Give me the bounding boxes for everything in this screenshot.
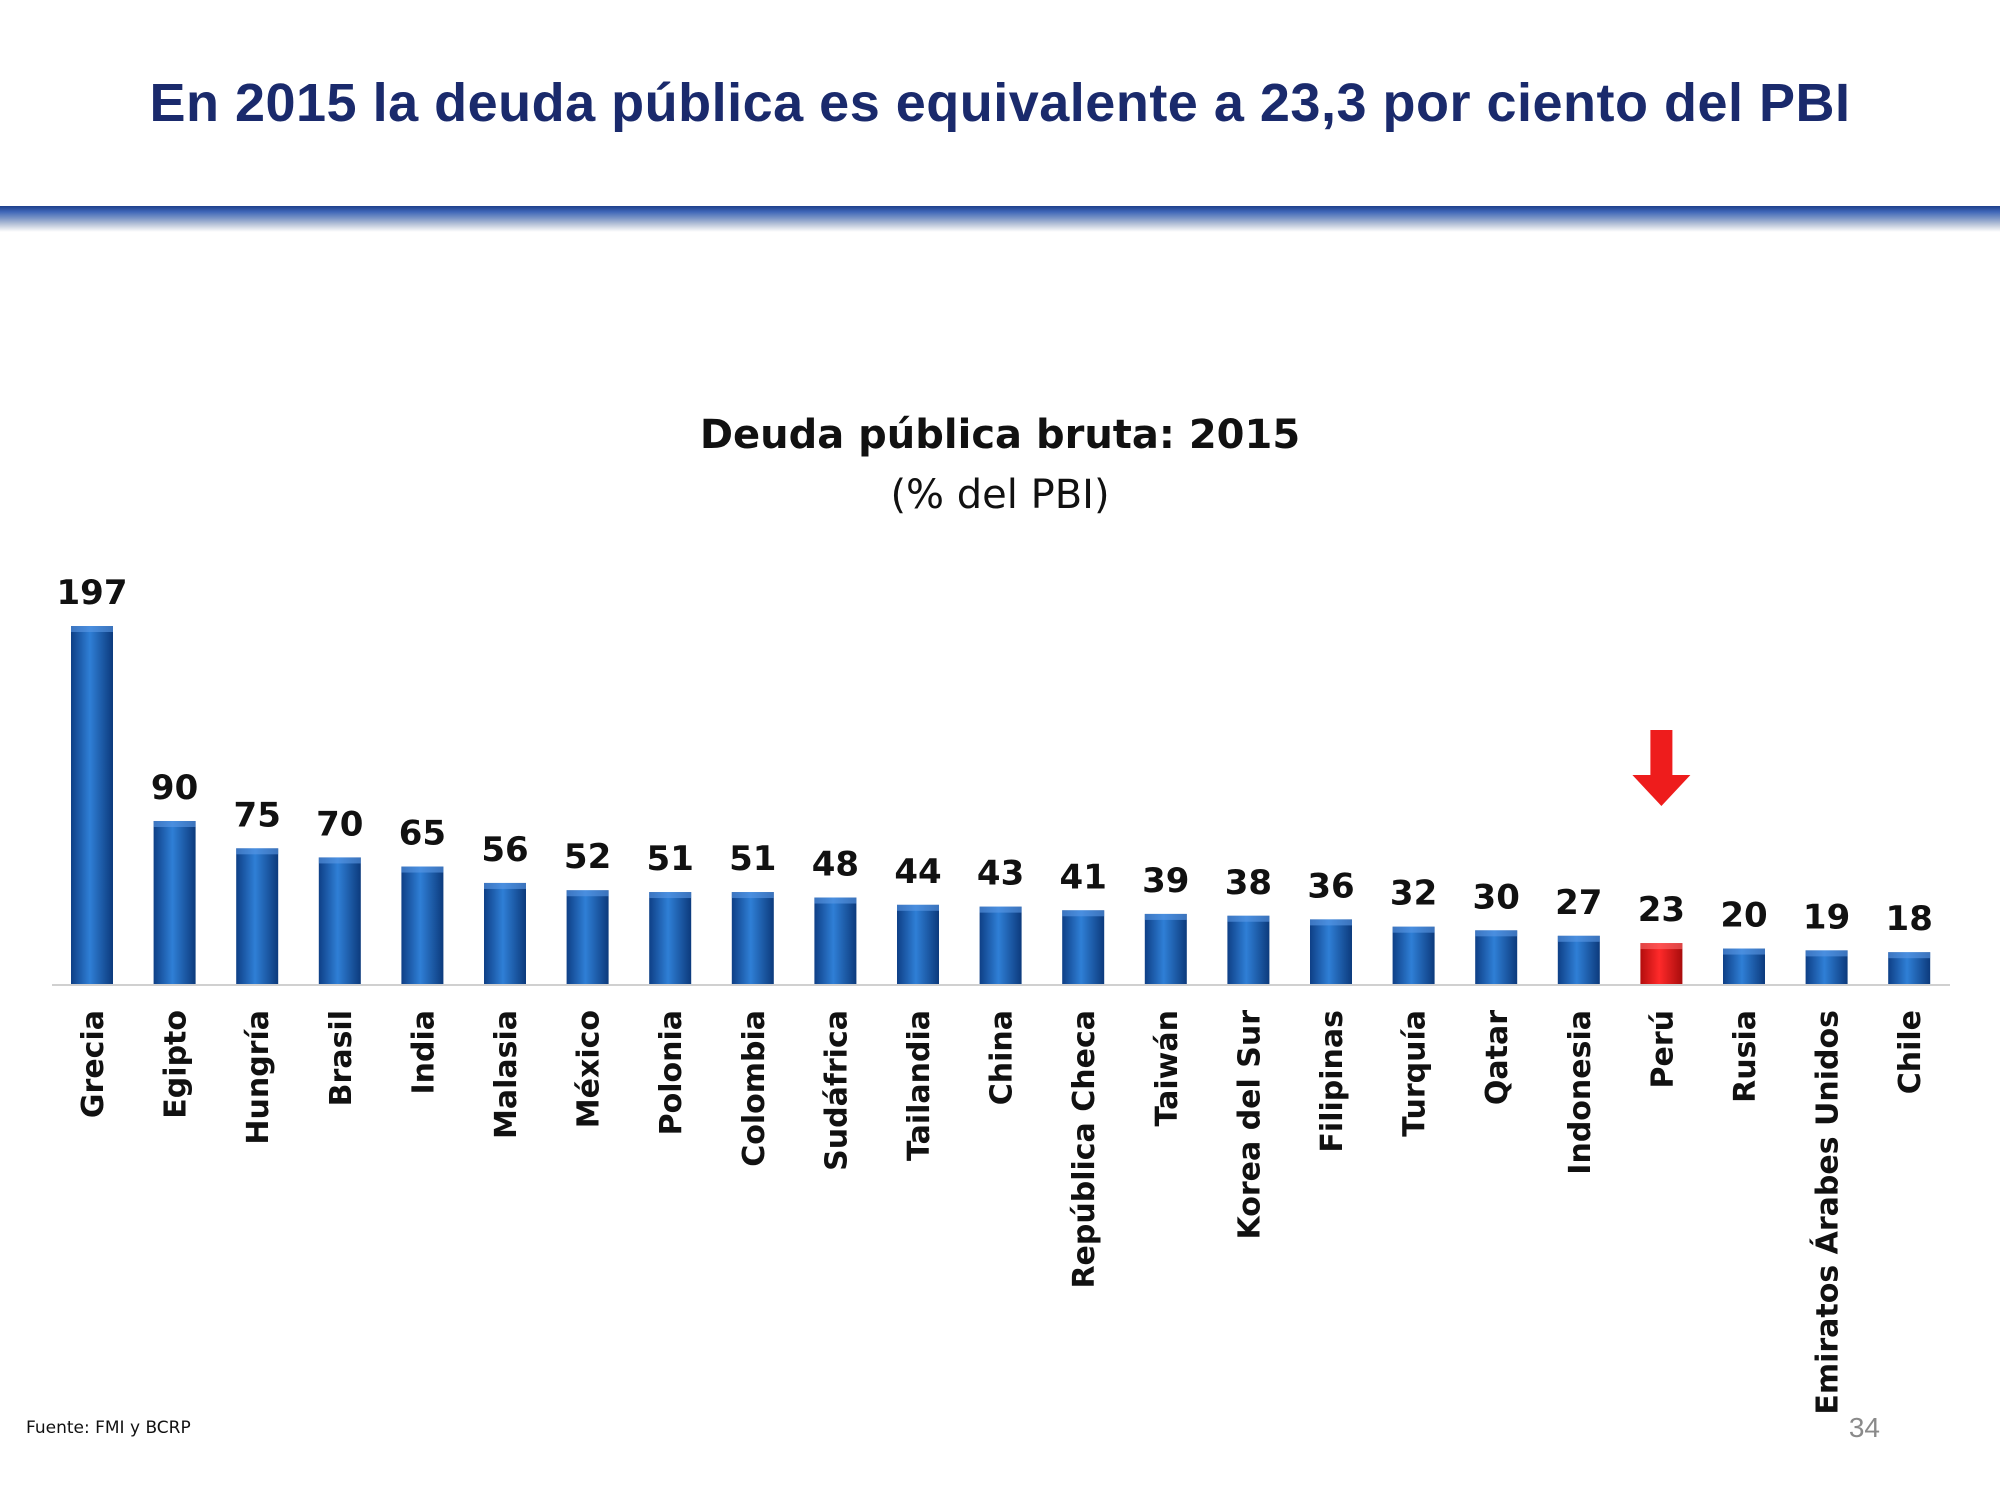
bar-cap-qatar: [1475, 930, 1518, 937]
bar-cap-taiwan: [1144, 913, 1187, 920]
bar-cap-tailandia: [897, 904, 939, 911]
data-label-colombia: 51: [729, 839, 776, 879]
bar-filipinas: [1310, 919, 1352, 985]
data-label-filipinas: 36: [1307, 866, 1354, 906]
bar-cap-polonia: [649, 892, 692, 899]
bar-cap-emiratos-arabes-unidos: [1805, 950, 1848, 957]
category-label-hungria: Hungría: [241, 1010, 276, 1145]
category-label-india: India: [406, 1010, 441, 1095]
data-label-republica-checa: 41: [1060, 857, 1107, 897]
bar-taiwan: [1144, 913, 1187, 985]
data-label-rusia: 20: [1720, 896, 1767, 936]
data-label-korea-del-sur: 38: [1225, 863, 1272, 903]
bar-sudafrica: [814, 897, 857, 985]
bar-cap-malasia: [484, 882, 526, 889]
data-label-taiwan: 39: [1142, 861, 1189, 901]
chart-subtitle: (% del PBI): [890, 472, 1110, 518]
bar-grecia: [71, 626, 113, 985]
category-label-qatar: Qatar: [1480, 1010, 1515, 1105]
bar-mexico: [566, 890, 609, 985]
category-label-polonia: Polonia: [654, 1010, 689, 1135]
bar-cap-india: [401, 866, 444, 873]
bar-hungria: [236, 848, 279, 985]
category-label-taiwan: Taiwán: [1150, 1010, 1185, 1126]
bar-polonia: [649, 892, 692, 985]
category-label-colombia: Colombia: [737, 1010, 772, 1167]
category-label-peru: Perú: [1645, 1010, 1680, 1089]
chart-title: Deuda pública bruta: 2015: [699, 412, 1301, 458]
bar-cap-grecia: [71, 626, 113, 632]
category-label-malasia: Malasia: [489, 1010, 524, 1139]
bar-cap-hungria: [236, 848, 279, 855]
bar-cap-filipinas: [1310, 919, 1352, 926]
category-label-filipinas: Filipinas: [1315, 1010, 1350, 1153]
bar-cap-rusia: [1723, 948, 1765, 955]
bar-cap-peru: [1640, 943, 1683, 950]
data-label-india: 65: [399, 814, 446, 854]
bar-republica-checa: [1062, 910, 1105, 985]
bar-malasia: [484, 882, 526, 985]
bar-rusia: [1723, 948, 1765, 985]
data-label-malasia: 56: [481, 830, 528, 870]
page-number: 34: [1848, 1412, 1880, 1443]
data-label-grecia: 197: [57, 573, 128, 613]
source-note: Fuente: FMI y BCRP: [26, 1418, 191, 1438]
bar-cap-republica-checa: [1062, 910, 1105, 917]
category-label-emiratos-arabes-unidos: Emiratos Árabes Unidos: [1810, 1010, 1846, 1415]
data-label-china: 43: [977, 854, 1024, 894]
bar-cap-egipto: [153, 820, 196, 827]
bar-india: [401, 866, 444, 985]
highlight-arrow-icon: [1632, 730, 1691, 806]
data-label-emiratos-arabes-unidos: 19: [1803, 897, 1850, 937]
bar-tailandia: [897, 904, 939, 985]
bar-cap-mexico: [566, 890, 609, 897]
data-label-hungria: 75: [234, 795, 281, 835]
category-label-republica-checa: República Checa: [1067, 1010, 1102, 1289]
bar-qatar: [1475, 930, 1518, 985]
category-label-mexico: México: [572, 1010, 607, 1128]
category-label-sudafrica: Sudáfrica: [819, 1010, 854, 1171]
bar-cap-chile: [1888, 952, 1931, 959]
category-label-grecia: Grecia: [76, 1010, 111, 1118]
data-label-indonesia: 27: [1555, 883, 1602, 923]
bar-cap-indonesia: [1557, 935, 1600, 942]
data-label-egipto: 90: [151, 768, 198, 808]
bar-indonesia: [1557, 935, 1600, 985]
bar-brasil: [318, 857, 361, 985]
category-label-turquia: Turquía: [1398, 1010, 1433, 1137]
bar-cap-brasil: [318, 857, 361, 864]
bar-colombia: [731, 892, 774, 985]
data-label-brasil: 70: [316, 804, 363, 844]
data-label-polonia: 51: [647, 839, 694, 879]
data-label-qatar: 30: [1473, 877, 1520, 917]
data-label-tailandia: 44: [894, 852, 941, 892]
bar-cap-sudafrica: [814, 897, 857, 904]
category-label-china: China: [985, 1010, 1020, 1105]
bar-cap-korea-del-sur: [1227, 915, 1270, 922]
bar-egipto: [153, 820, 196, 985]
data-label-peru: 23: [1638, 890, 1685, 930]
data-label-turquia: 32: [1390, 874, 1437, 914]
data-label-mexico: 52: [564, 837, 611, 877]
bar-cap-china: [979, 906, 1022, 913]
category-label-rusia: Rusia: [1728, 1010, 1763, 1103]
bar-peru: [1640, 943, 1683, 985]
bar-china: [979, 906, 1022, 985]
category-label-tailandia: Tailandia: [902, 1010, 937, 1161]
category-label-brasil: Brasil: [324, 1010, 359, 1106]
bar-korea-del-sur: [1227, 915, 1270, 985]
category-label-korea-del-sur: Korea del Sur: [1232, 1010, 1267, 1240]
title-divider: [0, 206, 2000, 232]
category-label-egipto: Egipto: [159, 1010, 194, 1119]
bar-cap-colombia: [731, 892, 774, 899]
data-label-sudafrica: 48: [812, 845, 859, 885]
category-label-chile: Chile: [1893, 1010, 1928, 1094]
bar-turquia: [1392, 926, 1435, 985]
data-label-chile: 18: [1886, 899, 1933, 939]
slide-title: En 2015 la deuda pública es equivalente …: [149, 73, 1851, 133]
bar-cap-turquia: [1392, 926, 1435, 933]
category-label-indonesia: Indonesia: [1563, 1010, 1598, 1175]
